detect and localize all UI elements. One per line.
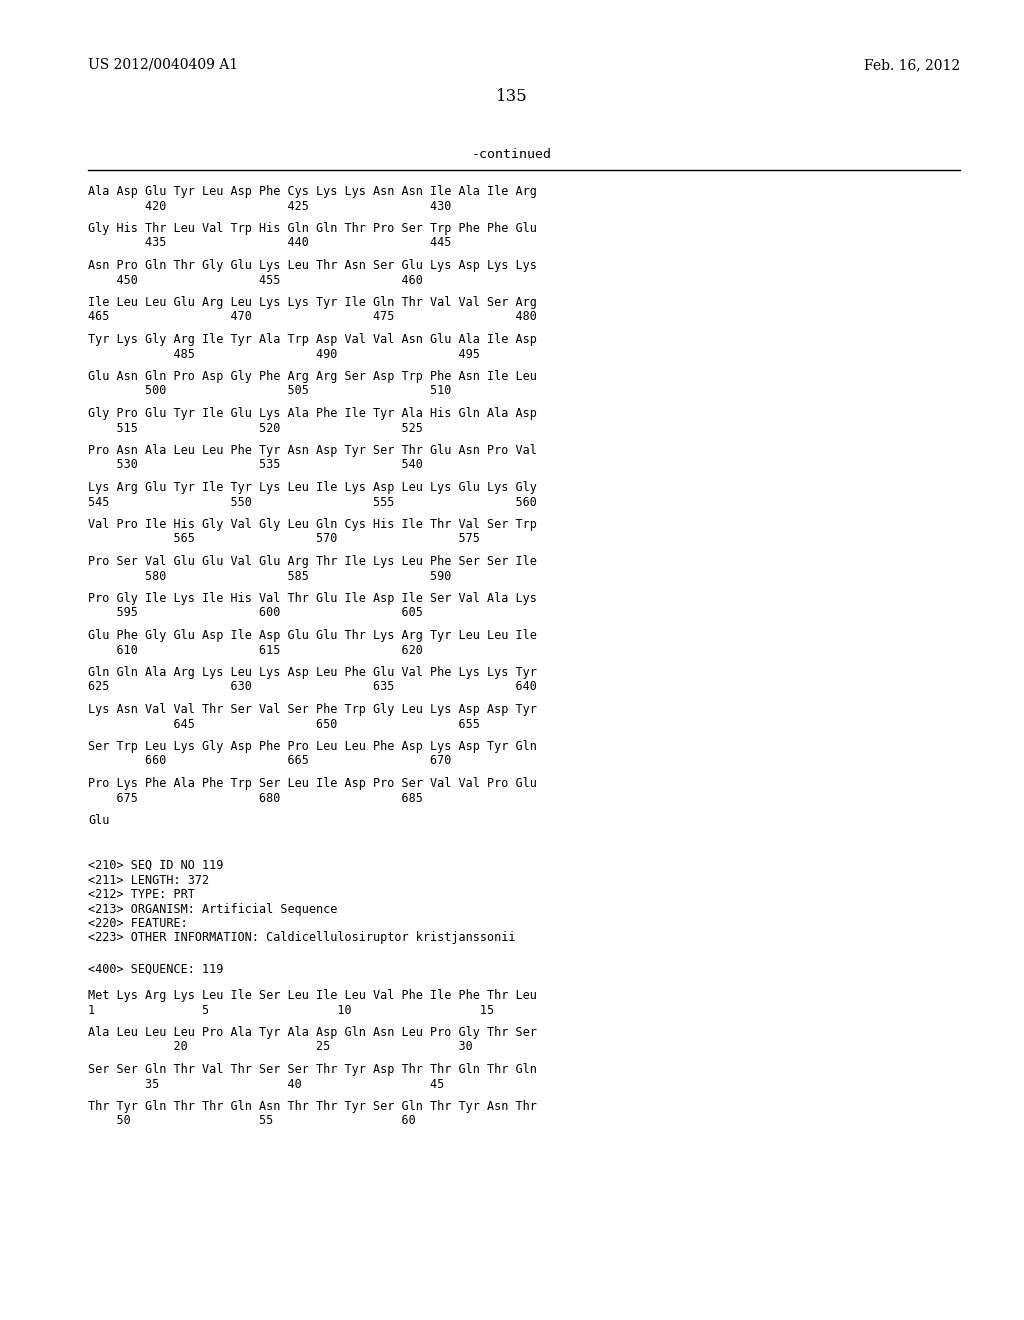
Text: Gln Gln Ala Arg Lys Leu Lys Asp Leu Phe Glu Val Phe Lys Lys Tyr: Gln Gln Ala Arg Lys Leu Lys Asp Leu Phe … <box>88 667 537 678</box>
Text: US 2012/0040409 A1: US 2012/0040409 A1 <box>88 58 239 73</box>
Text: 35                  40                  45: 35 40 45 <box>88 1077 444 1090</box>
Text: 660                 665                 670: 660 665 670 <box>88 755 452 767</box>
Text: Ser Ser Gln Thr Val Thr Ser Ser Thr Tyr Asp Thr Thr Gln Thr Gln: Ser Ser Gln Thr Val Thr Ser Ser Thr Tyr … <box>88 1063 537 1076</box>
Text: <210> SEQ ID NO 119: <210> SEQ ID NO 119 <box>88 859 223 873</box>
Text: <212> TYPE: PRT: <212> TYPE: PRT <box>88 888 195 902</box>
Text: Thr Tyr Gln Thr Thr Gln Asn Thr Thr Tyr Ser Gln Thr Tyr Asn Thr: Thr Tyr Gln Thr Thr Gln Asn Thr Thr Tyr … <box>88 1100 537 1113</box>
Text: Pro Ser Val Glu Glu Val Glu Arg Thr Ile Lys Leu Phe Ser Ser Ile: Pro Ser Val Glu Glu Val Glu Arg Thr Ile … <box>88 554 537 568</box>
Text: Lys Asn Val Val Thr Ser Val Ser Phe Trp Gly Leu Lys Asp Asp Tyr: Lys Asn Val Val Thr Ser Val Ser Phe Trp … <box>88 704 537 715</box>
Text: 135: 135 <box>496 88 528 106</box>
Text: Ile Leu Leu Glu Arg Leu Lys Lys Tyr Ile Gln Thr Val Val Ser Arg: Ile Leu Leu Glu Arg Leu Lys Lys Tyr Ile … <box>88 296 537 309</box>
Text: <223> OTHER INFORMATION: Caldicellulosiruptor kristjanssonii: <223> OTHER INFORMATION: Caldicellulosir… <box>88 932 515 945</box>
Text: 435                 440                 445: 435 440 445 <box>88 236 452 249</box>
Text: <213> ORGANISM: Artificial Sequence: <213> ORGANISM: Artificial Sequence <box>88 903 337 916</box>
Text: Gly Pro Glu Tyr Ile Glu Lys Ala Phe Ile Tyr Ala His Gln Ala Asp: Gly Pro Glu Tyr Ile Glu Lys Ala Phe Ile … <box>88 407 537 420</box>
Text: 485                 490                 495: 485 490 495 <box>88 347 480 360</box>
Text: Lys Arg Glu Tyr Ile Tyr Lys Leu Ile Lys Asp Leu Lys Glu Lys Gly: Lys Arg Glu Tyr Ile Tyr Lys Leu Ile Lys … <box>88 480 537 494</box>
Text: Glu: Glu <box>88 814 110 828</box>
Text: <211> LENGTH: 372: <211> LENGTH: 372 <box>88 874 209 887</box>
Text: 610                 615                 620: 610 615 620 <box>88 644 423 656</box>
Text: Pro Asn Ala Leu Leu Phe Tyr Asn Asp Tyr Ser Thr Glu Asn Pro Val: Pro Asn Ala Leu Leu Phe Tyr Asn Asp Tyr … <box>88 444 537 457</box>
Text: 530                 535                 540: 530 535 540 <box>88 458 423 471</box>
Text: Feb. 16, 2012: Feb. 16, 2012 <box>864 58 961 73</box>
Text: Glu Phe Gly Glu Asp Ile Asp Glu Glu Thr Lys Arg Tyr Leu Leu Ile: Glu Phe Gly Glu Asp Ile Asp Glu Glu Thr … <box>88 630 537 642</box>
Text: Met Lys Arg Lys Leu Ile Ser Leu Ile Leu Val Phe Ile Phe Thr Leu: Met Lys Arg Lys Leu Ile Ser Leu Ile Leu … <box>88 989 537 1002</box>
Text: Pro Gly Ile Lys Ile His Val Thr Glu Ile Asp Ile Ser Val Ala Lys: Pro Gly Ile Lys Ile His Val Thr Glu Ile … <box>88 591 537 605</box>
Text: 565                 570                 575: 565 570 575 <box>88 532 480 545</box>
Text: 1               5                  10                  15: 1 5 10 15 <box>88 1003 495 1016</box>
Text: 515                 520                 525: 515 520 525 <box>88 421 423 434</box>
Text: Ala Leu Leu Leu Pro Ala Tyr Ala Asp Gln Asn Leu Pro Gly Thr Ser: Ala Leu Leu Leu Pro Ala Tyr Ala Asp Gln … <box>88 1026 537 1039</box>
Text: 450                 455                 460: 450 455 460 <box>88 273 423 286</box>
Text: Tyr Lys Gly Arg Ile Tyr Ala Trp Asp Val Val Asn Glu Ala Ile Asp: Tyr Lys Gly Arg Ile Tyr Ala Trp Asp Val … <box>88 333 537 346</box>
Text: Ala Asp Glu Tyr Leu Asp Phe Cys Lys Lys Asn Asn Ile Ala Ile Arg: Ala Asp Glu Tyr Leu Asp Phe Cys Lys Lys … <box>88 185 537 198</box>
Text: 420                 425                 430: 420 425 430 <box>88 199 452 213</box>
Text: Gly His Thr Leu Val Trp His Gln Gln Thr Pro Ser Trp Phe Phe Glu: Gly His Thr Leu Val Trp His Gln Gln Thr … <box>88 222 537 235</box>
Text: 50                  55                  60: 50 55 60 <box>88 1114 416 1127</box>
Text: Pro Lys Phe Ala Phe Trp Ser Leu Ile Asp Pro Ser Val Val Pro Glu: Pro Lys Phe Ala Phe Trp Ser Leu Ile Asp … <box>88 777 537 789</box>
Text: <400> SEQUENCE: 119: <400> SEQUENCE: 119 <box>88 962 223 975</box>
Text: 675                 680                 685: 675 680 685 <box>88 792 423 804</box>
Text: Ser Trp Leu Lys Gly Asp Phe Pro Leu Leu Phe Asp Lys Asp Tyr Gln: Ser Trp Leu Lys Gly Asp Phe Pro Leu Leu … <box>88 741 537 752</box>
Text: 545                 550                 555                 560: 545 550 555 560 <box>88 495 537 508</box>
Text: <220> FEATURE:: <220> FEATURE: <box>88 917 187 931</box>
Text: 20                  25                  30: 20 25 30 <box>88 1040 473 1053</box>
Text: 625                 630                 635                 640: 625 630 635 640 <box>88 681 537 693</box>
Text: Glu Asn Gln Pro Asp Gly Phe Arg Arg Ser Asp Trp Phe Asn Ile Leu: Glu Asn Gln Pro Asp Gly Phe Arg Arg Ser … <box>88 370 537 383</box>
Text: 595                 600                 605: 595 600 605 <box>88 606 423 619</box>
Text: 645                 650                 655: 645 650 655 <box>88 718 480 730</box>
Text: Val Pro Ile His Gly Val Gly Leu Gln Cys His Ile Thr Val Ser Trp: Val Pro Ile His Gly Val Gly Leu Gln Cys … <box>88 517 537 531</box>
Text: 500                 505                 510: 500 505 510 <box>88 384 452 397</box>
Text: -continued: -continued <box>472 148 552 161</box>
Text: 465                 470                 475                 480: 465 470 475 480 <box>88 310 537 323</box>
Text: 580                 585                 590: 580 585 590 <box>88 569 452 582</box>
Text: Asn Pro Gln Thr Gly Glu Lys Leu Thr Asn Ser Glu Lys Asp Lys Lys: Asn Pro Gln Thr Gly Glu Lys Leu Thr Asn … <box>88 259 537 272</box>
